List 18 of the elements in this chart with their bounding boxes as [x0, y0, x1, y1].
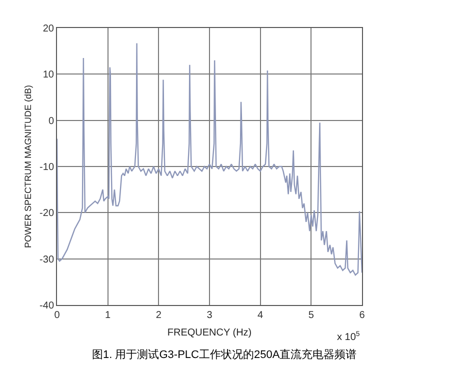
y-tick-label: 20 [42, 24, 54, 34]
x-tick-label: 3 [206, 310, 213, 321]
x-tick-label: 1 [105, 310, 112, 321]
y-tick-label: -10 [40, 162, 54, 173]
x-tick-label: 2 [156, 310, 162, 321]
y-tick-label: 10 [42, 70, 54, 81]
x-tick-label: 6 [359, 310, 366, 321]
caption: 图1. 用于测试G3-PLC工作状况的250A直流充电器频谱 [92, 348, 357, 361]
text: x 10$^{5}$ [337, 331, 360, 344]
x-tick-label: 4 [258, 310, 264, 321]
x-axis-title: FREQUENCY (Hz) [167, 328, 252, 338]
y-tick-label: -20 [40, 208, 54, 220]
y-tick-label: 0 [48, 116, 54, 127]
line-series [57, 42, 362, 276]
y-axis-title: POWER SPECTRUM MAGNITUDE (dB) [22, 84, 33, 248]
y-tick-label: -30 [40, 254, 54, 266]
x-tick-label: 5 [308, 310, 314, 321]
y-tick-label: -40 [40, 300, 54, 312]
